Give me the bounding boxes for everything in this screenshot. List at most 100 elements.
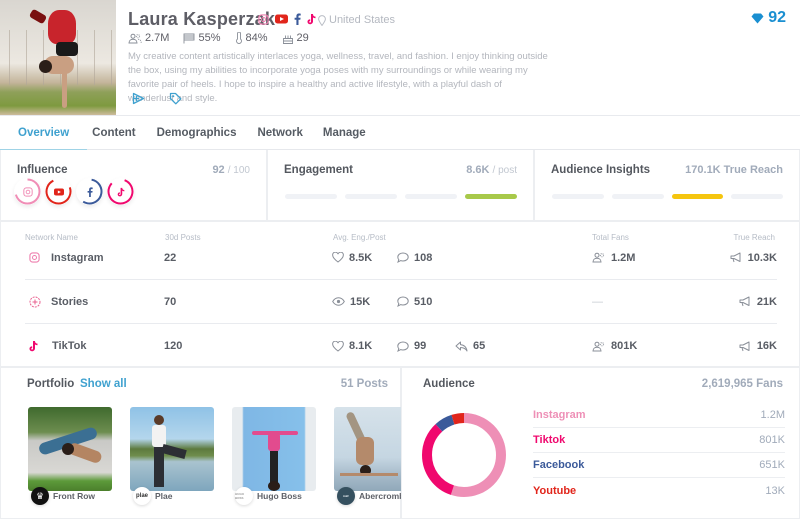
level-bar [611, 194, 664, 199]
legend-item: Tiktok 801K [533, 428, 785, 453]
profile-avatar [0, 0, 116, 115]
cake-icon [282, 35, 293, 44]
users-icon [592, 341, 605, 351]
audience-insights-title: Audience Insights [551, 164, 651, 176]
table-row[interactable]: Instagram 22 8.5K 108 1.2M 10.3K [25, 236, 777, 280]
true-reach-value: 170.1K True Reach [685, 164, 783, 176]
fans-empty: — [592, 295, 603, 308]
instagram-influence-ring[interactable] [14, 178, 41, 205]
followers-stat: 2.7M [128, 32, 169, 44]
table-row[interactable]: Stories 70 15K 510 — 21K [25, 280, 777, 324]
heart-icon [332, 340, 344, 352]
tiktok-icon [117, 187, 124, 196]
thermometer-icon [235, 32, 242, 44]
portfolio-item[interactable]: A&F Abercromb... [334, 407, 411, 505]
audience-pct-stat: 84% [235, 32, 268, 44]
brand-logo: HUGO BOSS [235, 487, 253, 505]
engagement-value: 8.6K / post [466, 164, 517, 176]
tab-bar: Overview Content Demographics Network Ma… [0, 116, 800, 151]
donut-segment-youtube [422, 413, 506, 497]
portfolio-title: Portfolio [27, 378, 75, 390]
header-actions [132, 92, 182, 105]
send-icon[interactable] [132, 92, 145, 105]
col-true-reach: True Reach [733, 233, 776, 242]
portfolio-item[interactable]: HUGO BOSS Hugo Boss [232, 407, 316, 505]
users-icon [128, 33, 142, 43]
legend-item: Instagram 1.2M [533, 403, 785, 428]
social-icons [258, 13, 316, 25]
facebook-icon[interactable] [294, 13, 301, 25]
tab-network[interactable]: Network [257, 127, 303, 139]
tab-content[interactable]: Content [92, 127, 136, 139]
brand-name: Front Row [53, 491, 96, 501]
facebook-icon [87, 186, 93, 197]
posts-count: 70 [164, 295, 177, 308]
portfolio-image [232, 407, 316, 491]
portfolio-item[interactable]: plae Plae [130, 407, 214, 505]
tiktok-icon[interactable] [307, 13, 316, 25]
portfolio-image [28, 407, 112, 491]
portfolio-card: Portfolio Show all 51 Posts ♛ Front Row … [0, 367, 411, 519]
portfolio-image [130, 407, 214, 491]
instagram-icon[interactable] [258, 13, 269, 25]
users-icon [592, 252, 605, 263]
audience-total: 2,619,965 Fans [701, 378, 783, 390]
show-all-link[interactable]: Show all [80, 378, 127, 390]
audience-title: Audience [423, 378, 475, 390]
audience-donut-chart [422, 413, 506, 497]
tiktok-icon [29, 341, 38, 352]
network-table: Network Name 30d Posts Avg. Eng./Post To… [0, 221, 800, 367]
portfolio-item[interactable]: ♛ Front Row [28, 407, 112, 505]
youtube-icon [53, 188, 64, 195]
legend-item: Facebook 651K [533, 453, 785, 478]
influence-card: Influence 92 / 100 [0, 150, 267, 221]
level-bar-active [671, 194, 724, 199]
influence-score: 92 / 100 [212, 164, 250, 176]
donut-segment-tiktok [422, 413, 506, 497]
diamond-icon [751, 13, 764, 23]
col-total-fans: Total Fans [592, 233, 629, 242]
audience-level-bars [552, 194, 783, 199]
location-pin-icon [318, 14, 326, 26]
influence-network-rings [14, 178, 134, 205]
audience-insights-card: Audience Insights 170.1K True Reach [534, 150, 800, 221]
profile-stats: 2.7M 55% 84% 29 [128, 32, 309, 44]
portfolio-thumbnails: ♛ Front Row plae Plae [28, 407, 411, 505]
tab-manage[interactable]: Manage [322, 127, 366, 139]
profile-header: Laura Kasperzak United States 2.7M 55% 8… [0, 0, 800, 116]
network-name: Instagram [51, 251, 104, 264]
level-bar [285, 194, 337, 199]
location: United States [318, 14, 395, 26]
level-bar-active [465, 194, 517, 199]
megaphone-icon [739, 341, 750, 351]
stories-icon [29, 296, 41, 307]
posts-count: 51 Posts [340, 378, 388, 390]
tab-demographics[interactable]: Demographics [156, 127, 237, 139]
tab-overview[interactable]: Overview [0, 116, 88, 151]
legend-item: Youtube 13K [533, 484, 785, 497]
network-name: TikTok [52, 340, 87, 352]
influence-title: Influence [17, 164, 68, 176]
age-stat: 29 [282, 32, 309, 44]
network-name: Stories [51, 295, 89, 308]
comment-icon [397, 252, 409, 263]
tiktok-influence-ring[interactable] [107, 178, 134, 205]
youtube-icon[interactable] [275, 14, 288, 24]
instagram-icon [22, 186, 33, 197]
brand-name: Hugo Boss [257, 491, 302, 501]
profile-bio: My creative content artistically interla… [128, 51, 548, 104]
audience-card: Audience 2,619,965 Fans Instagram 1.2M T… [401, 367, 800, 519]
col-30d-posts: 30d Posts [165, 233, 201, 242]
audience-legend: Instagram 1.2M Tiktok 801K Facebook 651K… [533, 403, 785, 503]
youtube-influence-ring[interactable] [45, 178, 72, 205]
level-bar [405, 194, 457, 199]
level-bar [552, 194, 604, 199]
table-row[interactable]: TikTok 120 8.1K 99 65 801K 16K [25, 324, 777, 368]
facebook-influence-ring[interactable] [76, 178, 103, 205]
brand-logo: plae [133, 487, 151, 505]
level-bar [731, 194, 783, 199]
level-bar [345, 194, 397, 199]
heart-icon [332, 252, 344, 263]
tag-icon[interactable] [169, 92, 182, 105]
megaphone-icon [739, 296, 750, 307]
